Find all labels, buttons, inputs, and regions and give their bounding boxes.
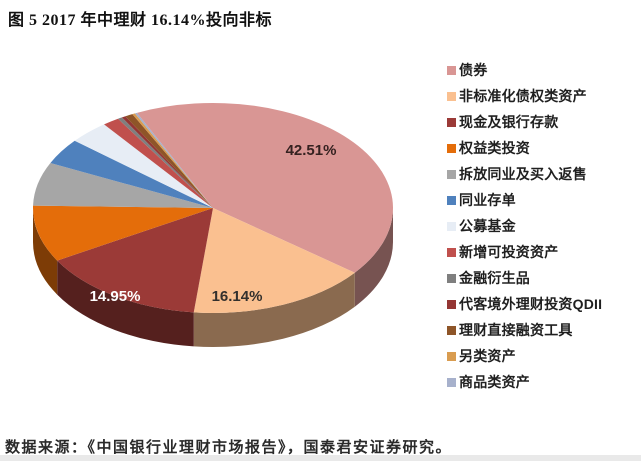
- figure-title: 图 5 2017 年中理财 16.14%投向非标: [8, 12, 273, 29]
- legend-label: 现金及银行存款: [459, 114, 559, 130]
- legend-swatch: [447, 247, 456, 257]
- legend-item: 新增可投资资产: [447, 239, 602, 265]
- legend-label: 另类资产: [459, 348, 516, 364]
- legend-label: 拆放同业及买入返售: [459, 166, 587, 182]
- pie-slice: [50, 140, 214, 208]
- legend-item: 商品类资产: [447, 369, 602, 395]
- pie-slice: [121, 116, 213, 208]
- pie-slice-side: [193, 272, 355, 348]
- legend-swatch: [447, 351, 456, 361]
- legend-swatch: [447, 91, 456, 101]
- pie-slice: [136, 102, 394, 273]
- legend-label: 债券: [459, 62, 488, 78]
- legend-item: 拆放同业及买入返售: [447, 161, 602, 187]
- pie-slice: [33, 205, 213, 261]
- legend-swatch: [447, 221, 456, 231]
- source-note: 数据来源：《中国银行业理财市场报告》，国泰君安证券研究。: [5, 440, 453, 456]
- legend-label: 公募基金: [459, 218, 516, 234]
- legend-swatch: [447, 273, 456, 283]
- pie-slice: [125, 114, 213, 208]
- pie-slice: [104, 118, 213, 208]
- pie-slice-side: [57, 260, 194, 347]
- legend-label: 理财直接融资工具: [459, 322, 573, 338]
- pie-data-label: 14.95%: [90, 288, 141, 305]
- legend-item: 债券: [447, 57, 602, 83]
- bottom-divider: [0, 455, 641, 461]
- legend-swatch: [447, 377, 456, 387]
- pie-slice: [33, 162, 213, 208]
- chart-legend: 债券非标准化债权类资产 现金及银行存款 权益类投资拆放同业及买入返售 同业存单公募基金…: [447, 57, 602, 395]
- pie-chart: 42.51% 16.14% 14.95%: [33, 102, 394, 348]
- pie-slice: [57, 208, 213, 313]
- legend-swatch: [447, 65, 456, 75]
- legend-swatch: [447, 299, 456, 309]
- legend-item: 现金及银行存款: [447, 109, 602, 135]
- pie-slice-side: [33, 208, 58, 295]
- pie-data-label: 42.51%: [286, 142, 337, 159]
- legend-swatch: [447, 325, 456, 335]
- legend-label: 新增可投资资产: [459, 244, 559, 260]
- legend-swatch: [447, 169, 456, 179]
- legend-swatch: [447, 195, 456, 205]
- pie-slice: [134, 112, 213, 208]
- pie-slice: [118, 117, 213, 208]
- legend-item: 另类资产: [447, 343, 602, 369]
- legend-item: 同业存单: [447, 187, 602, 213]
- pie-slice: [132, 113, 213, 208]
- legend-label: 同业存单: [459, 192, 516, 208]
- legend-label: 非标准化债权类资产: [459, 88, 587, 104]
- pie-slice: [193, 208, 355, 313]
- pie-data-label: 16.14%: [212, 288, 263, 305]
- legend-item: 公募基金: [447, 213, 602, 239]
- legend-label: 权益类投资: [459, 140, 530, 156]
- legend-item: 代客境外理财投资QDII: [447, 291, 602, 317]
- legend-item: 金融衍生品: [447, 265, 602, 291]
- legend-swatch: [447, 117, 456, 127]
- legend-item: 权益类投资: [447, 135, 602, 161]
- legend-label: 商品类资产: [459, 374, 530, 390]
- legend-label: 金融衍生品: [459, 270, 530, 286]
- legend-item: 非标准化债权类资产: [447, 83, 602, 109]
- pie-slice: [74, 124, 213, 208]
- legend-label: 代客境外理财投资QDII: [459, 296, 603, 312]
- legend-swatch: [447, 143, 456, 153]
- pie-slice-side: [354, 208, 393, 307]
- legend-item: 理财直接融资工具: [447, 317, 602, 343]
